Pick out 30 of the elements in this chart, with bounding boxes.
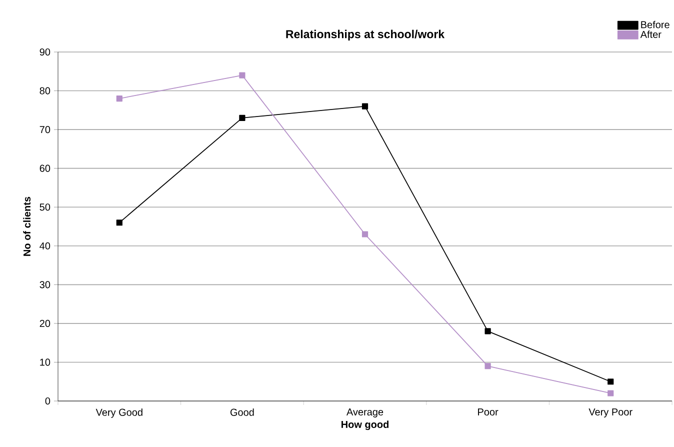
point — [608, 390, 614, 396]
point — [484, 363, 491, 370]
y-tick-label: 10 — [40, 358, 50, 366]
x-tick-label: Good — [230, 408, 254, 416]
y-tick-label: 60 — [40, 164, 50, 172]
chart-title: Relationships at school/work — [286, 30, 445, 41]
point — [116, 95, 122, 102]
y-tick-label: 0 — [45, 397, 50, 405]
y-tick-label: 40 — [40, 242, 50, 250]
point — [239, 114, 246, 121]
point — [362, 103, 368, 110]
x-tick-label: Very Good — [96, 408, 142, 418]
y-tick-label: 70 — [40, 126, 50, 134]
x-tick-label: Very Poor — [588, 408, 632, 418]
y-tick-label: 50 — [40, 204, 50, 211]
point — [116, 220, 122, 226]
point — [362, 231, 368, 238]
y-axis-title: No of clients — [23, 196, 31, 256]
point — [484, 328, 491, 334]
y-tick-label: 80 — [40, 87, 50, 94]
legend-label: After — [640, 30, 662, 38]
legend-label: Before — [641, 20, 670, 28]
y-tick-label: 90 — [40, 48, 50, 56]
point — [608, 378, 614, 385]
y-tick-label: 30 — [40, 281, 50, 288]
y-tick-label: 20 — [40, 320, 50, 327]
x-tick-label: Average — [346, 408, 384, 418]
x-axis-title: How good — [342, 420, 389, 430]
x-tick-label: Poor — [478, 408, 498, 416]
point — [239, 72, 246, 78]
